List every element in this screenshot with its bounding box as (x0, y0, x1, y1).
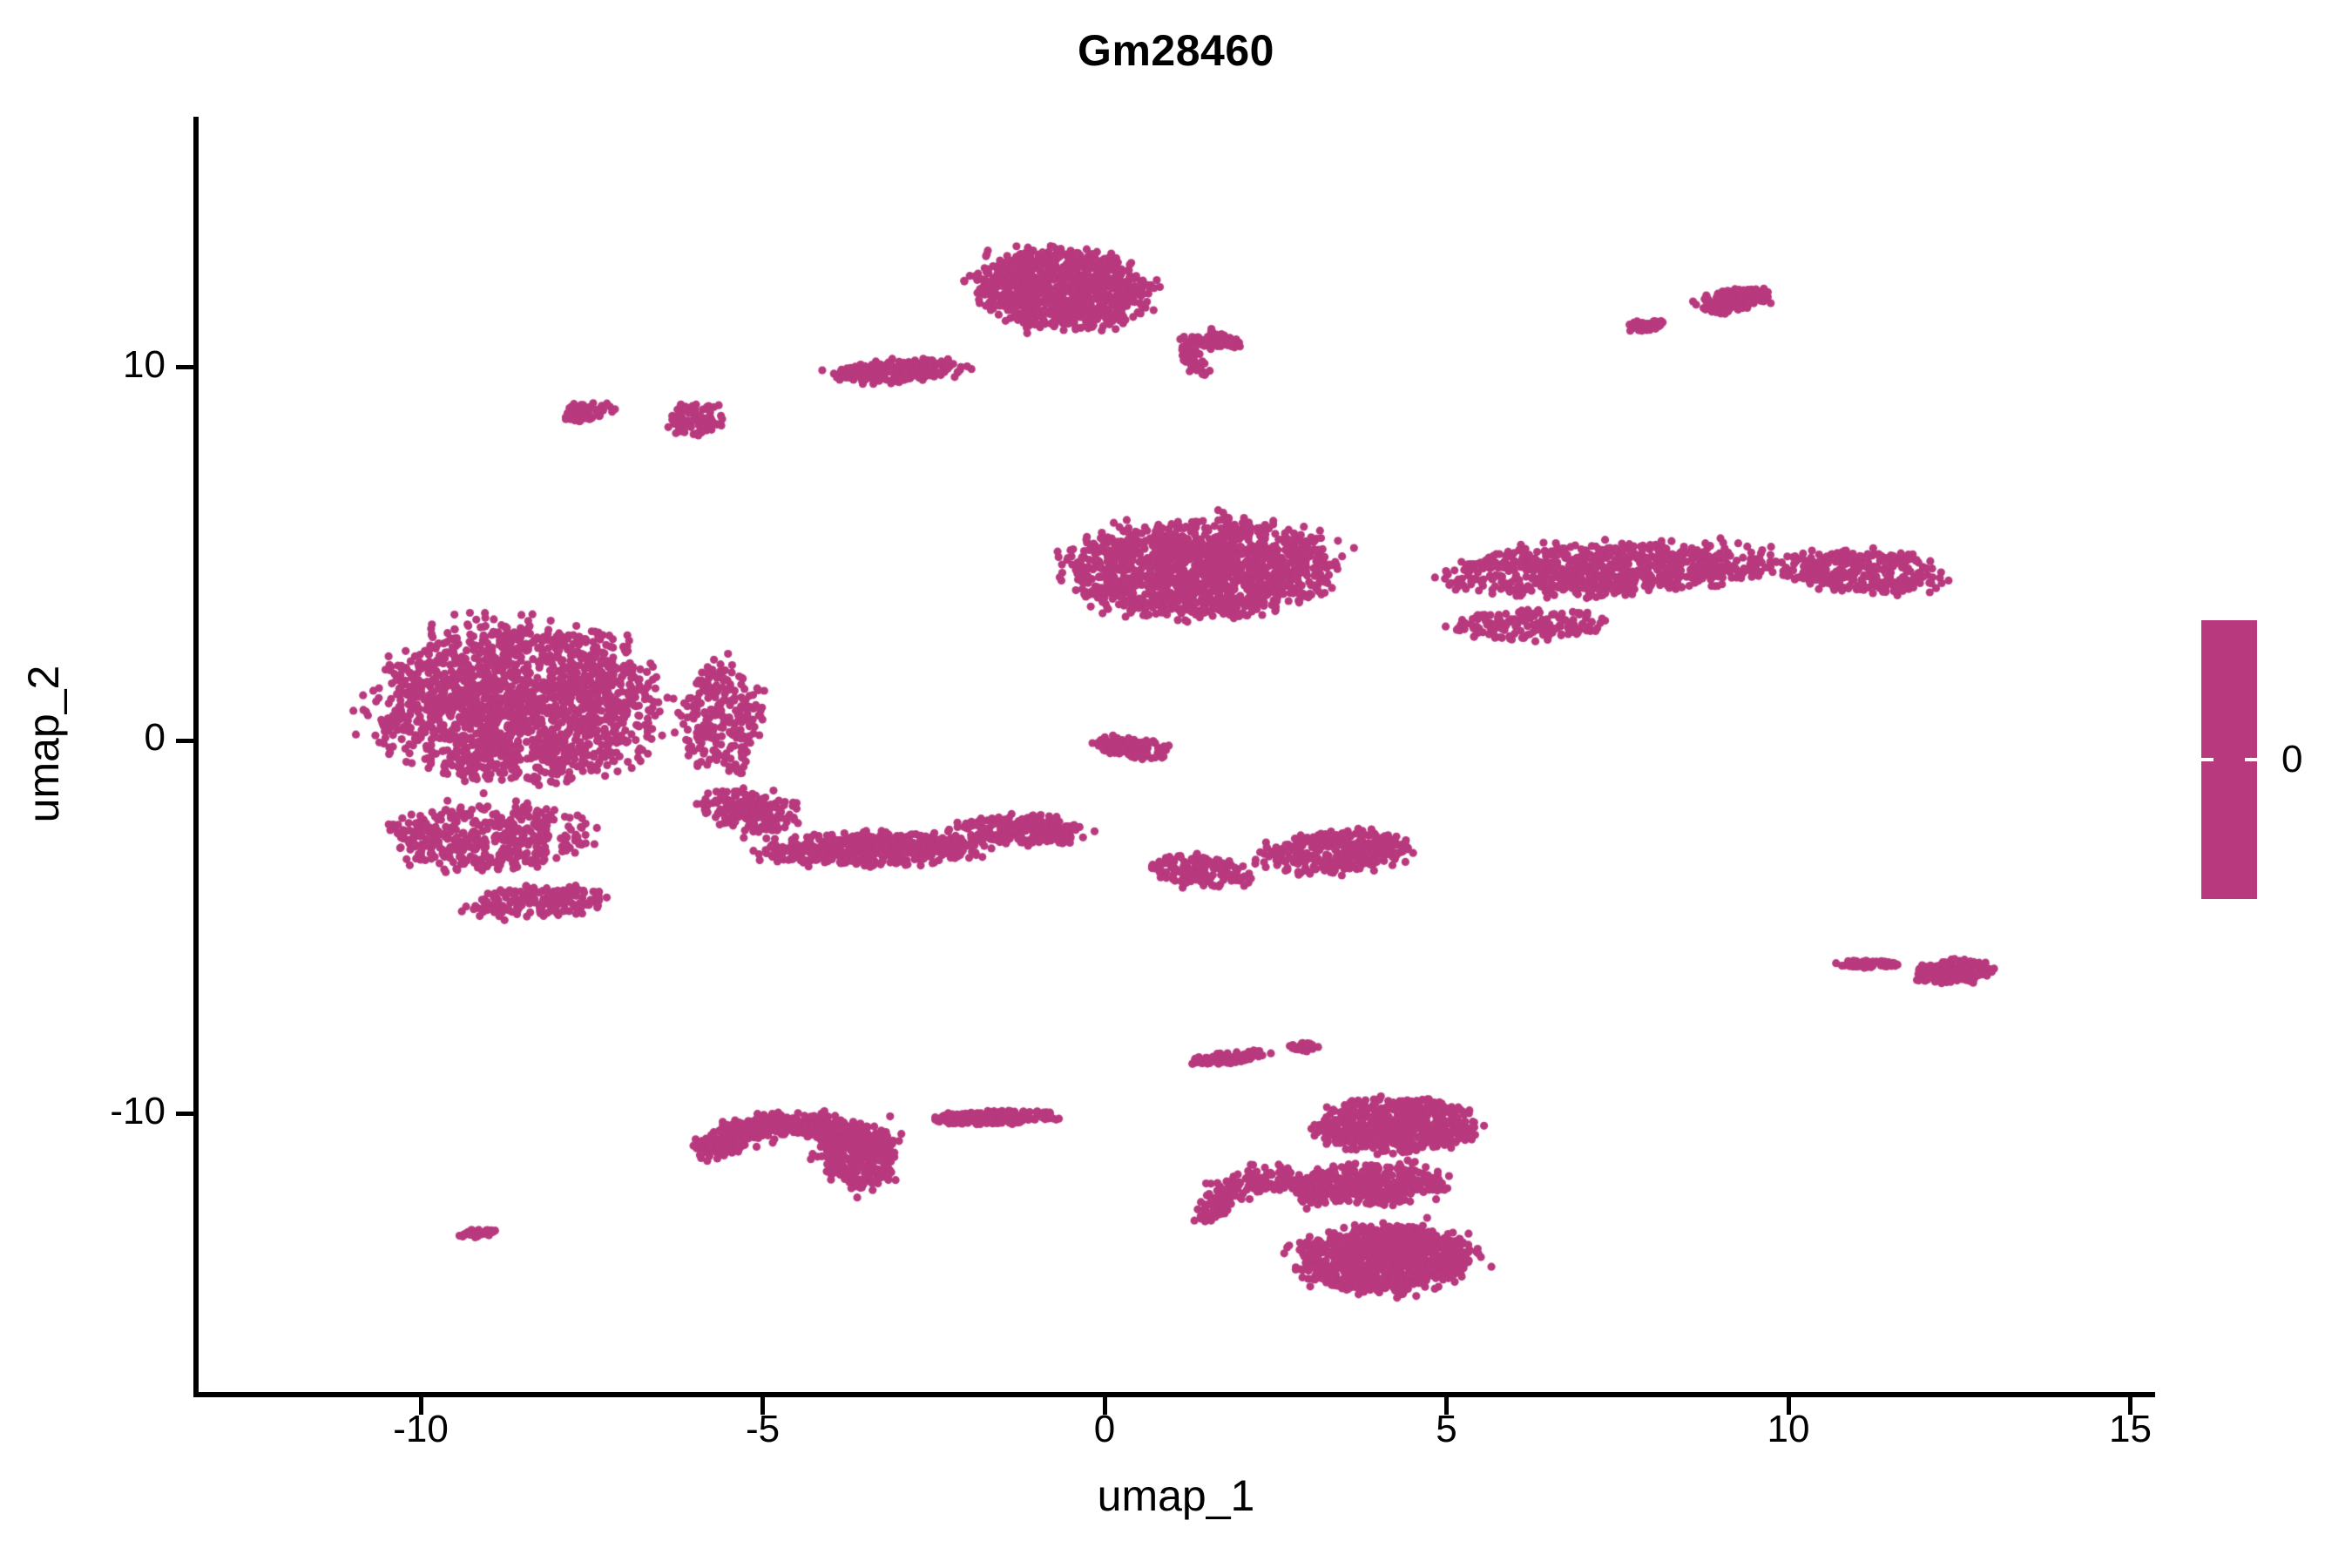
colorbar-tick-left (2201, 758, 2213, 761)
x-tick-label: 0 (1093, 1408, 1116, 1450)
y-axis-title: umap_2 (19, 665, 68, 823)
y-tick-label: 10 (123, 342, 166, 386)
x-tick-label: -10 (393, 1408, 449, 1450)
colorbar-tick-label: 0 (2281, 738, 2303, 781)
x-tick-mark (418, 1397, 423, 1415)
x-tick-mark (2128, 1397, 2132, 1415)
x-tick-mark (1786, 1397, 1791, 1415)
x-tick-mark (1102, 1397, 1107, 1415)
x-axis-title: umap_1 (1097, 1471, 1255, 1520)
y-tick-label: 0 (144, 716, 166, 759)
x-tick-mark (1444, 1397, 1449, 1415)
y-axis-line (193, 117, 199, 1397)
x-tick-mark (760, 1397, 765, 1415)
y-tick-mark (176, 738, 193, 743)
y-tick-label: -10 (110, 1089, 166, 1132)
page-title: Gm28460 (1078, 26, 1274, 75)
colorbar-tick-right (2245, 758, 2257, 761)
colorbar-legend: 0 (2201, 620, 2302, 899)
x-tick-label: 10 (1767, 1408, 1810, 1450)
x-tick-label: -5 (745, 1408, 781, 1450)
x-tick-label: 5 (1436, 1408, 1457, 1450)
x-tick-label: 15 (2109, 1408, 2152, 1450)
y-tick-mark (176, 1112, 193, 1116)
y-tick-mark (176, 365, 193, 369)
x-axis-line (193, 1392, 2155, 1397)
